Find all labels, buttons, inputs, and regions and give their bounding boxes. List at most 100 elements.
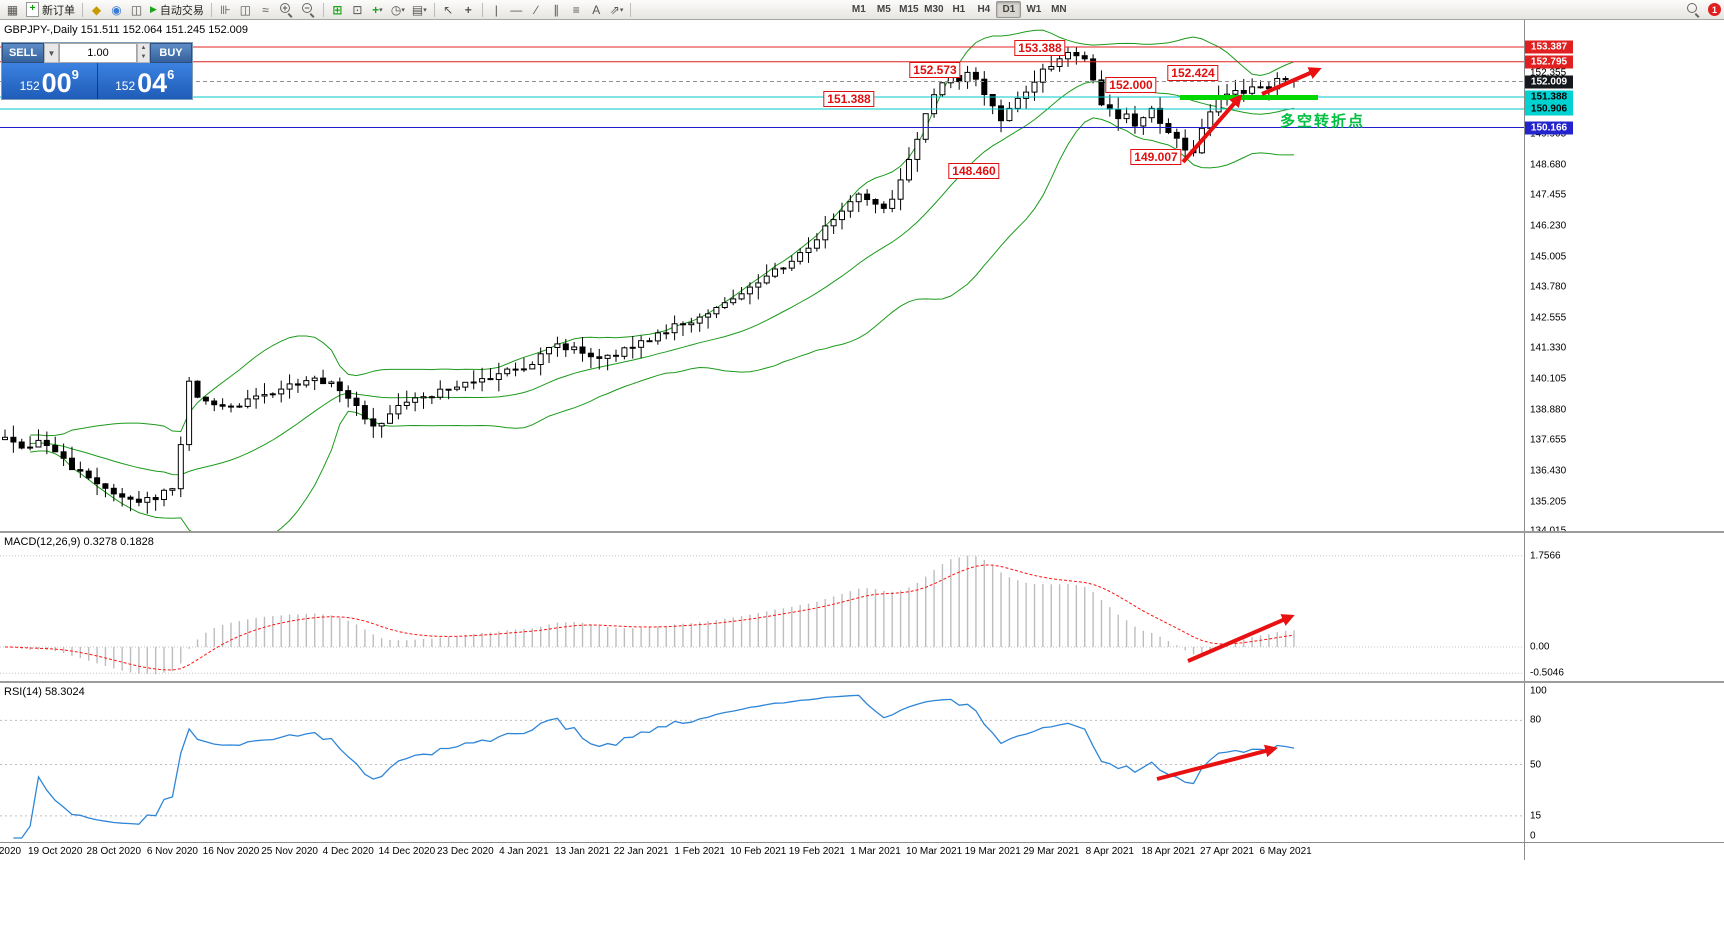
toolbar: ▦ + 新订单 ◆ ◉ ◫ ▶ 自动交易 ⊪ ◫ ≈ + − ⊞ ⊡ + ▾ ◷ ▾ ▤… [0, 0, 1724, 20]
date-label: 22 Jan 2021 [613, 846, 669, 857]
alerts-icon[interactable]: ◆ [91, 2, 102, 17]
rsi-chart[interactable] [0, 683, 1524, 842]
price-tick: 147.455 [1530, 189, 1567, 201]
new-order-button[interactable]: + 新订单 [23, 1, 78, 18]
timeframe-H4[interactable]: H4 [977, 4, 991, 15]
volume-up-icon[interactable]: ▲ [140, 45, 147, 51]
bollinger-bands [30, 29, 1295, 531]
price-tick: 148.680 [1530, 159, 1567, 171]
trend-arrow[interactable] [1156, 744, 1278, 781]
date-label: 4 Jan 2021 [499, 846, 549, 857]
price-tag[interactable]: 153.387 [1525, 40, 1573, 54]
volume-stepper[interactable]: ▲ ▼ [137, 43, 150, 63]
zoom-out-icon[interactable]: − [298, 1, 319, 18]
new-chart-icon[interactable]: ▦ [6, 2, 19, 17]
tile-windows-icon[interactable]: ⊞ [332, 2, 343, 17]
notification-badge[interactable]: 1 [1708, 3, 1721, 16]
cursor-icon[interactable]: ↖ [443, 2, 454, 17]
date-label: 19 Oct 2020 [27, 846, 83, 857]
rsi-panel[interactable]: RSI(14) 58.3024 100 80 50 15 0 [0, 683, 1724, 842]
autotrading-button[interactable]: ▶ 自动交易 [147, 1, 207, 18]
price-tag[interactable]: 152.795 [1525, 55, 1573, 69]
community-icon[interactable]: ◉ [111, 2, 122, 17]
date-label: 8 Oct 2020 [0, 846, 22, 857]
separator [322, 2, 324, 17]
horizontal-line-tool-icon[interactable]: — [510, 2, 523, 17]
period-clock-icon[interactable]: ◷ ▾ [390, 2, 405, 17]
zoom-in-icon[interactable]: + [276, 1, 297, 18]
fibonacci-tool-icon[interactable]: ≡ [572, 2, 580, 17]
timeframe-D1[interactable]: D1 [996, 1, 1022, 18]
macd-scale-label: -0.5046 [1530, 667, 1564, 679]
price-tag[interactable]: 150.166 [1525, 121, 1573, 134]
candlestick-chart-icon[interactable]: ◫ [239, 2, 252, 17]
sell-options-caret[interactable]: ▼ [44, 43, 59, 63]
panel-splitter[interactable] [0, 531, 1724, 533]
date-label: 4 Dec 2020 [322, 846, 374, 857]
new-order-icon: + [26, 2, 39, 17]
trend-arrow[interactable] [1187, 614, 1295, 663]
date-label: 27 Apr 2021 [1200, 846, 1254, 857]
timeframe-M1[interactable]: M1 [851, 4, 866, 15]
price-scale[interactable]: 152.355151.130149.905148.680147.455146.2… [1524, 20, 1724, 537]
date-label: 18 Apr 2021 [1141, 846, 1196, 857]
timeframe-W1[interactable]: W1 [1026, 4, 1042, 15]
bid-price-button[interactable]: 152 00 9 [2, 63, 97, 99]
buy-button[interactable]: BUY [150, 43, 192, 63]
add-indicator-icon[interactable]: + ▾ [372, 2, 383, 17]
separator [481, 2, 483, 17]
rsi-scale[interactable]: 100 80 50 15 0 [1524, 683, 1724, 842]
timeframe-M5[interactable]: M5 [876, 4, 891, 15]
search-icon[interactable] [1683, 1, 1704, 18]
ask-price-button[interactable]: 152 04 6 [98, 63, 193, 99]
panel-splitter[interactable] [0, 681, 1724, 683]
sell-button[interactable]: SELL [2, 43, 44, 63]
vertical-line-tool-icon[interactable]: | [494, 2, 498, 17]
arrow-tool-icon[interactable]: ⇗ ▾ [609, 2, 624, 17]
price-tag[interactable]: 152.009 [1525, 75, 1573, 88]
volume-input[interactable] [59, 43, 137, 63]
rsi-scale-label: 0 [1530, 830, 1536, 842]
channel-tool-icon[interactable]: ∥ [553, 2, 560, 17]
level-lines [0, 46, 1524, 128]
autotrading-label: 自动交易 [159, 4, 204, 17]
toolbar-right-group: 1 [1683, 1, 1721, 18]
text-tool-icon[interactable]: A [592, 2, 601, 17]
price-tick: 149.905 [1530, 128, 1567, 140]
timeframe-MN[interactable]: MN [1051, 4, 1067, 15]
price-chart-panel[interactable]: GBPJPY-,Daily 151.511 152.064 151.245 15… [0, 20, 1724, 537]
trend-arrow[interactable] [1181, 94, 1243, 164]
market-depth-icon[interactable]: ◫ [130, 2, 143, 17]
rsi-scale-label: 80 [1530, 714, 1542, 726]
chart-template-icon[interactable]: ▤ ▾ [411, 2, 427, 17]
scale-border [1524, 843, 1525, 860]
crosshair-icon[interactable]: + [464, 2, 472, 17]
timeframe-group: M1 M5 M15 M30 H1 H4 D1 W1 MN [846, 1, 1071, 18]
date-label: 16 Nov 2020 [202, 846, 260, 857]
price-tag[interactable]: 150.906 [1525, 102, 1573, 116]
macd-scale[interactable]: 1.7566 0.00 -0.5046 [1524, 533, 1724, 681]
bar-chart-icon[interactable]: ⊪ [220, 2, 231, 17]
line-chart-icon[interactable]: ≈ [262, 2, 269, 17]
price-tag[interactable]: 151.388 [1525, 90, 1573, 104]
price-chart[interactable] [0, 20, 1524, 531]
timeframe-M15[interactable]: M15 [899, 4, 919, 15]
macd-chart[interactable] [0, 533, 1524, 681]
price-tick: 135.205 [1530, 496, 1567, 507]
candles [2, 46, 1297, 514]
date-label: 6 Nov 2020 [146, 846, 198, 857]
timeframe-M30[interactable]: M30 [924, 4, 944, 15]
date-label: 8 Apr 2021 [1085, 846, 1134, 857]
trendline-tool-icon[interactable]: ∕ [535, 2, 538, 17]
bid-pipette: 9 [71, 67, 79, 82]
macd-panel[interactable]: MACD(12,26,9) 0.3278 0.1828 1.7566 0.00 -0… [0, 533, 1724, 681]
price-tick: 142.555 [1530, 312, 1567, 324]
macd-label: MACD(12,26,9) 0.3278 0.1828 [4, 536, 154, 548]
turning-point-note[interactable]: 多空转折点 [1280, 113, 1366, 130]
trend-arrow[interactable] [1261, 67, 1322, 96]
cascade-windows-icon[interactable]: ⊡ [352, 2, 363, 17]
volume-down-icon[interactable]: ▼ [140, 54, 147, 60]
macd-histogram [12, 555, 1295, 675]
timeframe-H1[interactable]: H1 [952, 4, 966, 15]
